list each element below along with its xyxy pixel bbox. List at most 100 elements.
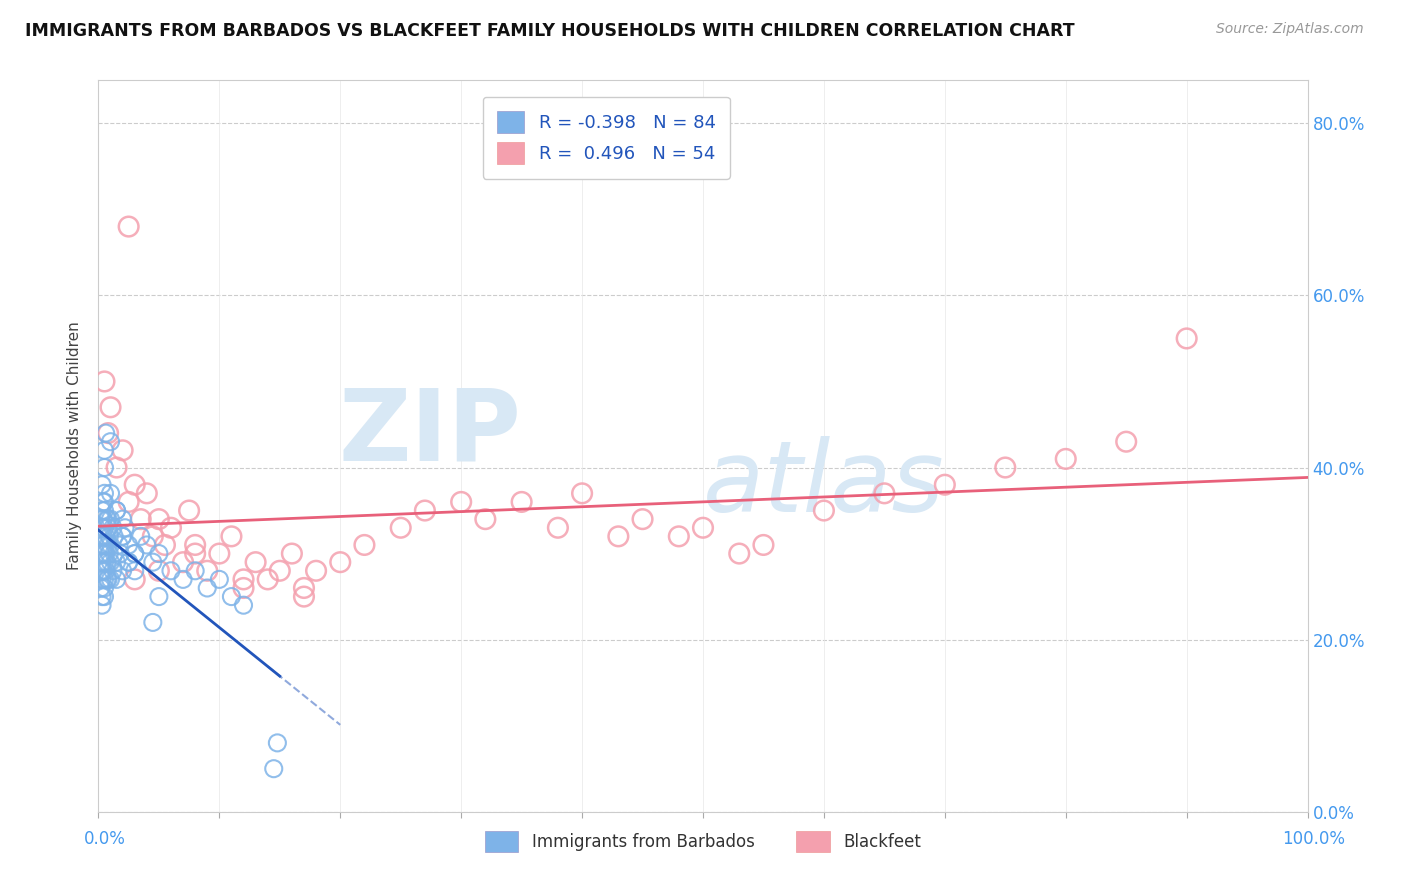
Point (93, 521, 115, 535)
Point (91, 573, 114, 587)
Text: 0.0%: 0.0% (83, 830, 125, 848)
Point (389, 521, 412, 535)
Point (91, 564, 114, 578)
Point (93, 581, 115, 595)
Point (93, 538, 115, 552)
Point (305, 564, 328, 578)
Point (292, 581, 315, 595)
Point (124, 547, 146, 561)
Point (1054, 451, 1077, 466)
Point (245, 555, 267, 569)
Point (256, 573, 278, 587)
Point (450, 495, 472, 509)
Point (153, 538, 176, 552)
Point (195, 581, 218, 595)
Text: ZIP: ZIP (339, 384, 522, 482)
Text: atlas: atlas (703, 436, 945, 533)
Point (135, 486, 157, 500)
Point (91, 495, 114, 509)
Point (97, 573, 120, 587)
Point (142, 615, 165, 630)
Point (91, 503, 114, 517)
Point (118, 495, 141, 509)
Point (184, 564, 207, 578)
Point (93, 443, 115, 458)
Point (148, 512, 170, 526)
Point (103, 529, 125, 543)
Point (90, 581, 112, 595)
Point (93, 573, 115, 587)
Point (934, 477, 956, 491)
Point (221, 529, 243, 543)
Point (221, 590, 243, 604)
Point (91, 529, 114, 543)
Point (105, 503, 128, 517)
Point (135, 538, 157, 552)
Point (96, 555, 118, 569)
Point (103, 547, 125, 561)
Point (728, 547, 751, 561)
Point (91, 512, 114, 526)
Point (97, 512, 120, 526)
Point (94, 426, 117, 441)
Point (93, 503, 115, 517)
Point (91, 590, 114, 604)
Point (124, 573, 146, 587)
Point (94, 529, 117, 543)
Point (631, 512, 654, 526)
Point (91, 555, 114, 569)
Y-axis label: Family Households with Children: Family Households with Children (67, 322, 83, 570)
Point (93, 495, 115, 509)
Point (142, 555, 165, 569)
Point (108, 538, 131, 552)
Point (114, 521, 136, 535)
Point (118, 555, 141, 569)
Point (93, 555, 115, 569)
Point (90, 547, 112, 561)
Text: 100.0%: 100.0% (1282, 830, 1346, 848)
Point (142, 529, 165, 543)
Point (179, 503, 201, 517)
Point (90, 564, 112, 578)
Point (124, 547, 146, 561)
Point (172, 573, 194, 587)
Point (692, 521, 714, 535)
Text: IMMIGRANTS FROM BARBADOS VS BLACKFEET FAMILY HOUSEHOLDS WITH CHILDREN CORRELATIO: IMMIGRANTS FROM BARBADOS VS BLACKFEET FA… (25, 22, 1076, 40)
Point (547, 521, 569, 535)
Point (90, 529, 112, 543)
Point (98, 547, 121, 561)
Point (668, 529, 690, 543)
Point (148, 547, 170, 561)
Point (172, 555, 194, 569)
Point (160, 564, 183, 578)
Point (118, 538, 141, 552)
Point (93, 590, 115, 604)
Point (93, 460, 115, 475)
Point (111, 443, 134, 458)
Point (105, 555, 128, 569)
Point (266, 736, 288, 750)
Point (97, 426, 120, 441)
Point (184, 538, 207, 552)
Point (813, 503, 835, 517)
Point (111, 564, 134, 578)
Point (97, 538, 120, 552)
Point (91, 598, 114, 612)
Point (93, 486, 115, 500)
Point (752, 538, 775, 552)
Point (100, 401, 122, 415)
Point (105, 573, 128, 587)
Point (90, 512, 112, 526)
Point (184, 547, 207, 561)
Point (148, 564, 170, 578)
Point (100, 434, 122, 449)
Point (111, 529, 134, 543)
Point (607, 529, 630, 543)
Point (94, 547, 117, 561)
Point (208, 573, 231, 587)
Point (111, 512, 134, 526)
Point (97, 521, 120, 535)
Point (100, 538, 122, 552)
Point (353, 538, 375, 552)
Point (510, 495, 533, 509)
